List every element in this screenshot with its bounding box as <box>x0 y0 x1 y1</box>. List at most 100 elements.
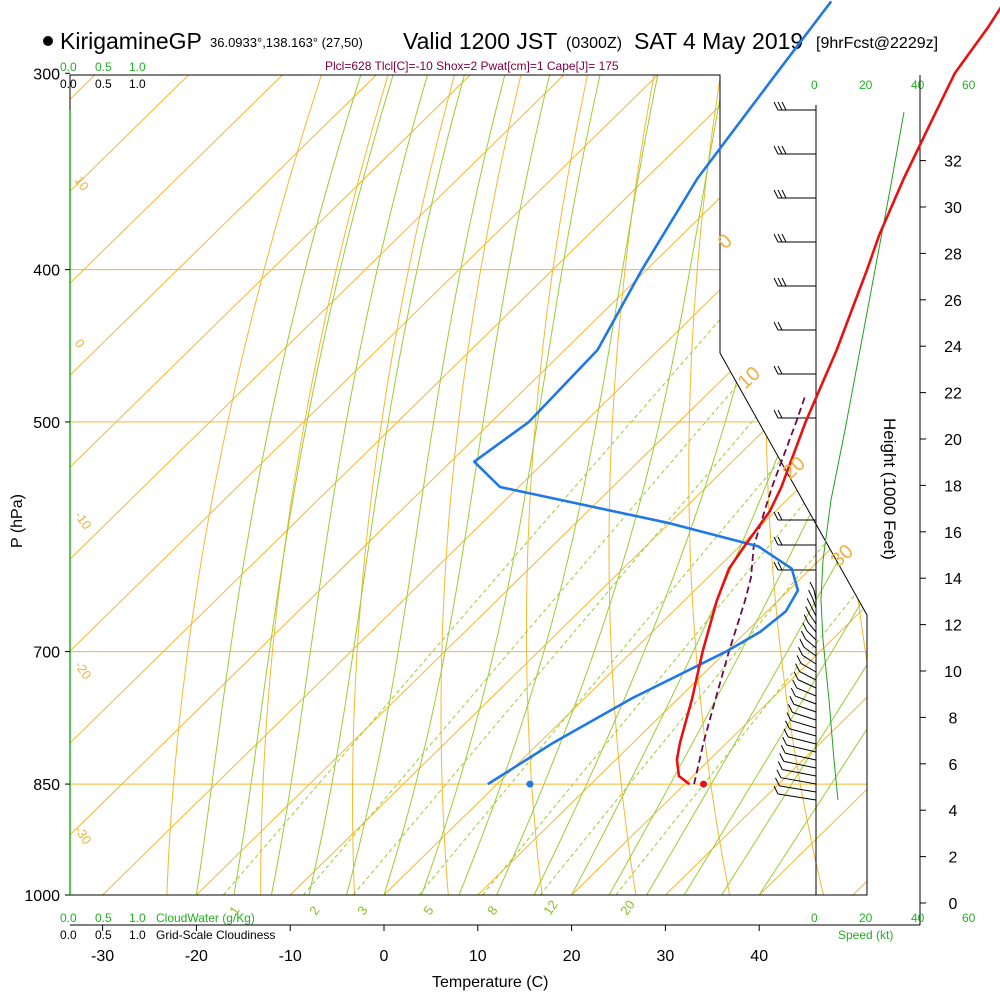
y2-axis-label: Height (1000 Feet) <box>880 418 899 560</box>
wind-barb-flag <box>783 728 789 738</box>
wind-barb-shaft <box>800 663 817 673</box>
moist-adiabat-lines <box>195 75 867 895</box>
temperature-tick-label: 30 <box>657 948 675 965</box>
wind-barb-flag <box>777 365 783 375</box>
isotherm-line <box>70 75 506 895</box>
wind-barb-flag <box>773 277 779 287</box>
wind-barb-flag <box>798 647 803 656</box>
wind-barb-flag <box>773 189 779 199</box>
wind-barb-flag <box>781 145 787 155</box>
wind-barb-shaft <box>813 589 817 601</box>
moist-adiabat-line <box>233 75 435 895</box>
temperature-tick-label: -10 <box>279 948 302 965</box>
wind-barb-flag <box>800 630 806 640</box>
wind-barb-flag <box>808 589 814 599</box>
temperature-tick-label: -20 <box>185 948 208 965</box>
wind-barb-flag <box>773 785 779 795</box>
wind-barb-flag <box>777 761 783 770</box>
top-black-tick-0: 0.0 <box>60 77 77 91</box>
parcel-profile-line <box>693 393 807 785</box>
moist-adiabat-line <box>458 75 686 895</box>
isotherm-label: 0 <box>72 336 88 351</box>
wind-barb-flag <box>803 614 809 623</box>
wind-barb-shaft <box>807 622 817 633</box>
wind-barb-flag <box>789 696 795 705</box>
plot-area <box>70 0 1000 895</box>
wind-barb-flag <box>773 233 779 243</box>
wind-barb-shaft <box>777 793 817 801</box>
height-tick-label: 2 <box>949 850 958 867</box>
wind-barb-flag <box>773 409 779 419</box>
cloudiness-tick-1: 0.5 <box>95 928 112 942</box>
wind-barb-flag <box>777 233 783 243</box>
moist-adiabat-line <box>421 75 631 895</box>
surface-temperature-dot <box>699 780 707 788</box>
cloudwater-tick-0: 0.0 <box>60 911 77 925</box>
wind-barb-flag <box>777 511 783 521</box>
height-tick-label: 32 <box>944 154 962 171</box>
wind-barb-shaft <box>796 687 817 697</box>
wind-barb-flag <box>773 321 779 331</box>
wind-barb-flag <box>777 189 783 199</box>
top-green-tick-1: 0.5 <box>95 60 112 74</box>
wind-barb-flag <box>779 753 785 762</box>
dry-adiabat-line <box>984 0 1000 895</box>
wind-barb-shaft <box>795 695 817 705</box>
moist-adiabat-line <box>758 75 867 895</box>
isotherm-line <box>70 75 131 895</box>
wind-barb-shaft <box>783 760 817 769</box>
height-tick-label: 10 <box>944 664 962 681</box>
pressure-tick-label: 850 <box>33 777 60 794</box>
dry-adiabat-line <box>440 75 555 895</box>
title-coords: 36.0933°,138.163° (27,50) <box>210 35 363 50</box>
cloudiness-tick-0: 0.0 <box>60 928 77 942</box>
dry-adiabat-line <box>260 75 428 895</box>
x-axis-label: Temperature (C) <box>432 974 548 991</box>
wind-barb-flag <box>773 511 779 521</box>
sounding-profiles <box>472 0 1000 788</box>
moist-adiabat-line <box>496 75 751 895</box>
mixing-ratio-label: 2 <box>306 903 322 918</box>
dry-adiabat-line <box>688 75 744 895</box>
height-tick-label: 26 <box>944 293 962 310</box>
wind-barb-flag <box>773 561 779 571</box>
mixing-ratio-line <box>303 269 837 895</box>
speed-top-tick-0: 0 <box>811 78 818 92</box>
wind-barb-flag <box>802 622 808 632</box>
mixing-ratio-label: 20 <box>617 897 638 917</box>
height-tick-label: 8 <box>949 710 958 727</box>
isotherm-line <box>571 75 867 895</box>
wind-barb-shaft <box>799 671 817 681</box>
isotherm-line <box>383 75 867 895</box>
wind-barb-shaft <box>780 777 817 785</box>
top-black-tick-2: 1.0 <box>129 77 146 91</box>
mixing-ratio-label: 8 <box>484 903 500 918</box>
height-tick-label: 0 <box>949 896 958 913</box>
speed-bottom-tick-2: 40 <box>911 911 925 925</box>
wind-barb-flag <box>782 736 788 746</box>
moist-adiabat-line <box>195 75 404 895</box>
mixing-ratio-line <box>222 269 764 895</box>
isotherm-line <box>665 75 867 895</box>
height-tick-label: 4 <box>949 803 958 820</box>
height-tick-label: 22 <box>944 386 962 403</box>
isotherm-line <box>70 75 867 895</box>
isotherm-label: -30 <box>72 823 95 847</box>
speed-bottom-tick-3: 60 <box>962 911 976 925</box>
mixing-ratio-line <box>482 269 867 895</box>
cloudwater-label: CloudWater (g/Kg) <box>156 911 255 925</box>
moist-adiabat-line <box>346 75 541 895</box>
title-zulu: (0300Z) <box>566 35 622 52</box>
top-green-tick-2: 1.0 <box>129 60 146 74</box>
wind-barb-flag <box>777 536 783 546</box>
isotherm-line <box>70 75 787 895</box>
isotherm-line <box>70 75 412 895</box>
y-axis-label: P (hPa) <box>9 494 26 548</box>
isotherm-label: 10 <box>72 173 93 193</box>
height-tick-label: 20 <box>944 432 962 449</box>
pressure-tick-label: 400 <box>33 263 60 280</box>
wind-barb-flag <box>777 101 783 111</box>
cloudiness-label: Grid-Scale Cloudiness <box>156 928 275 942</box>
isotherm-label: 0 <box>714 230 737 254</box>
